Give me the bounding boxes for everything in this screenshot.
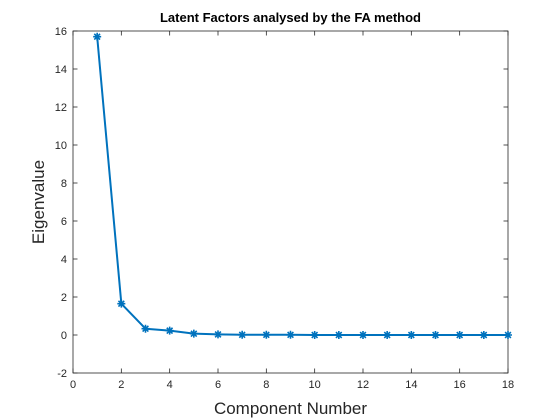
- data-point-marker: [334, 331, 343, 339]
- x-tick-label: 6: [215, 379, 221, 391]
- y-tick-label: 2: [61, 292, 67, 304]
- y-axis-ticks: -2 0 2 4 6 8 10 12 14 16: [55, 26, 508, 380]
- x-axis-label: Component Number: [214, 399, 367, 418]
- plot-area: [73, 31, 508, 373]
- x-tick-label: 0: [70, 379, 76, 391]
- plot-frame: [72, 30, 509, 374]
- data-point-marker: [238, 330, 247, 339]
- data-point-marker: [455, 331, 464, 339]
- x-tick-label: 8: [263, 379, 269, 391]
- x-tick-label: 18: [502, 379, 514, 391]
- x-tick-label: 10: [309, 379, 321, 391]
- x-tick-label: 14: [405, 379, 417, 391]
- data-point-marker: [141, 324, 150, 333]
- x-tick-label: 12: [357, 379, 369, 391]
- x-tick-label: 4: [167, 379, 173, 391]
- y-tick-label: 8: [61, 178, 67, 190]
- data-point-marker: [214, 330, 222, 339]
- series-line: [96, 36, 508, 336]
- data-point-marker: [165, 326, 174, 335]
- x-tick-label: 2: [118, 379, 124, 391]
- x-axis-ticks: 0 2 4 6 8 10 12 14 16 18: [70, 31, 514, 391]
- y-tick-label: 14: [55, 64, 67, 76]
- y-axis-label: Eigenvalue: [29, 160, 48, 244]
- data-point-marker: [359, 331, 367, 339]
- data-point-marker: [383, 331, 392, 339]
- series-layer: [93, 32, 512, 339]
- y-tick-label: 16: [55, 26, 67, 38]
- y-tick-label: 10: [55, 140, 67, 152]
- y-tick-label: 12: [55, 102, 67, 114]
- y-tick-label: 0: [61, 330, 67, 342]
- data-point-marker: [310, 331, 319, 339]
- y-tick-label: -2: [57, 368, 67, 380]
- data-point-marker: [262, 330, 271, 339]
- data-point-marker: [189, 329, 198, 338]
- data-point-marker: [117, 299, 126, 308]
- y-tick-label: 6: [61, 216, 67, 228]
- data-point-marker: [407, 331, 416, 339]
- data-point-marker: [431, 331, 440, 339]
- y-tick-label: 4: [61, 254, 67, 266]
- data-point-marker: [504, 331, 512, 339]
- data-point-marker: [479, 331, 488, 339]
- chart-title: Latent Factors analysed by the FA method: [160, 10, 421, 25]
- data-point-marker: [286, 330, 295, 339]
- x-tick-label: 16: [454, 379, 466, 391]
- data-point-marker: [93, 32, 102, 41]
